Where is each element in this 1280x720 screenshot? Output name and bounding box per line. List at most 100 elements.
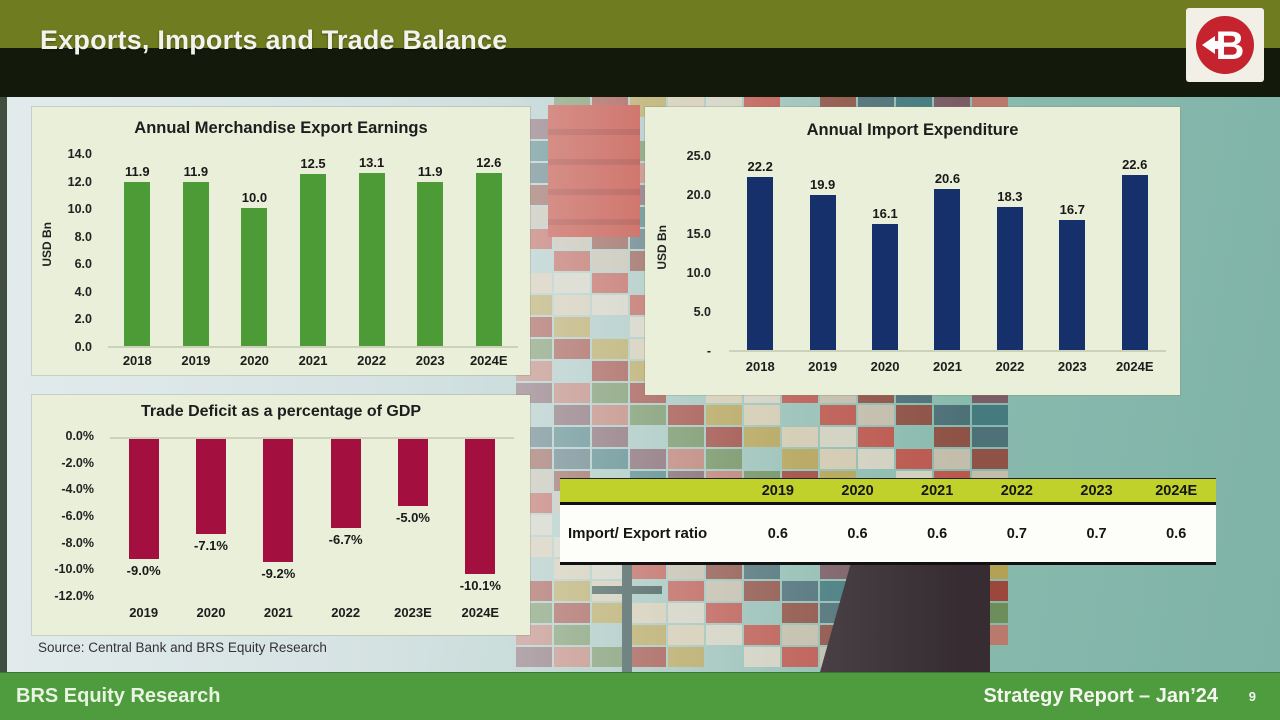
table-header-cell: 2022 xyxy=(1000,482,1033,499)
bar-value-label: 12.5 xyxy=(300,155,326,171)
bar-value-label: 11.9 xyxy=(124,163,150,179)
x-axis-label: 2024E xyxy=(461,605,500,620)
y-tick-label: 8.0 xyxy=(74,229,92,244)
table-value-cell: 0.6 xyxy=(927,525,948,542)
bar-value-label: -10.1% xyxy=(459,577,501,593)
bar-value-label: 18.3 xyxy=(997,189,1023,205)
bar-column: 12.6 xyxy=(459,155,518,346)
bar-value-label: 11.9 xyxy=(417,163,443,179)
x-axis-label: 2023E xyxy=(394,605,432,620)
chart-title: Annual Merchandise Export Earnings xyxy=(134,119,428,137)
bar-column: 18.3 xyxy=(979,157,1041,350)
x-axis-label: 2019 xyxy=(181,353,211,368)
bar-column: 10.0 xyxy=(225,155,284,346)
x-axis-label: 2021 xyxy=(263,605,293,620)
bar xyxy=(934,189,961,350)
bar-column: -9.0% xyxy=(110,439,177,597)
bar-value-label: -9.0% xyxy=(126,563,161,578)
y-tick-label: -12.0% xyxy=(54,589,94,603)
y-tick-label: 0.0 xyxy=(74,340,92,354)
table-header-cell: 2024E xyxy=(1155,482,1198,499)
bar-value-label: 19.9 xyxy=(809,176,836,192)
bar xyxy=(330,439,361,529)
trade-deficit-chart: Trade Deficit as a percentage of GDP 0.0… xyxy=(32,395,530,635)
page-number: 9 xyxy=(1248,689,1256,704)
photo-left-edge xyxy=(0,97,7,672)
bar-value-label: 22.2 xyxy=(747,158,773,174)
bar-column: 22.2 xyxy=(729,157,791,350)
bar-value-label: 20.6 xyxy=(934,171,961,187)
plot-area: 22.2 19.9 16.1 20.6 18.3 16.7 22.6 xyxy=(729,157,1166,352)
x-axis-label: 2022 xyxy=(357,353,387,368)
x-axis-label: 2024E xyxy=(1115,359,1154,374)
y-tick-label: 2.0 xyxy=(74,312,92,327)
bar-value-label: 16.7 xyxy=(1059,201,1085,217)
bar xyxy=(124,181,151,346)
x-axis-label: 2020 xyxy=(239,353,269,368)
bar-value-label: 16.1 xyxy=(872,206,898,222)
bar-column: 11.9 xyxy=(401,155,460,346)
bar-column: 12.5 xyxy=(284,155,343,346)
bar-value-label: -6.7% xyxy=(328,532,363,548)
table-header-cell: 2020 xyxy=(841,482,874,499)
x-axis-label: 2023 xyxy=(415,353,445,368)
y-tick-label: 10.0 xyxy=(67,202,92,217)
bar xyxy=(747,176,774,350)
y-tick-label: -10.0% xyxy=(54,562,94,577)
y-tick-label: -8.0% xyxy=(61,535,94,550)
bar xyxy=(809,194,836,350)
footer-brand: BRS Equity Research xyxy=(16,685,221,707)
x-axis-label: 2021 xyxy=(933,359,962,374)
x-axis-label: 2018 xyxy=(122,353,152,368)
table-row: Import/ Export ratio 0.6 0.6 0.6 0.7 0.7 0.6 xyxy=(560,505,1216,562)
bar-column: -9.2% xyxy=(245,439,312,597)
page-title: Exports, Imports and Trade Balance xyxy=(40,25,508,55)
bar-column: 16.1 xyxy=(854,157,916,350)
bar-value-label: -5.0% xyxy=(395,509,430,525)
table-row-label: Import/ Export ratio xyxy=(568,525,708,542)
y-axis-ticks: 25.0 20.0 15.0 10.0 5.0 - xyxy=(661,149,717,358)
table-header-cell xyxy=(560,479,738,502)
logo-left-arrow-icon xyxy=(1202,36,1224,54)
bar-value-label: 11.9 xyxy=(183,163,209,179)
bar-column: 11.9 xyxy=(167,155,226,346)
x-axis-label: 2018 xyxy=(745,359,775,374)
x-axis-label: 2021 xyxy=(298,353,328,368)
bar-column: 22.6 xyxy=(1104,157,1166,350)
y-tick-label: 12.0 xyxy=(67,174,92,189)
x-axis-labels: 2018 2019 2020 2021 2022 2023 2024E xyxy=(108,353,518,368)
x-axis-label: 2020 xyxy=(196,605,226,620)
x-axis-label: 2023 xyxy=(1057,359,1087,374)
x-axis-label: 2022 xyxy=(331,605,361,620)
chart-title: Trade Deficit as a percentage of GDP xyxy=(140,403,422,420)
chart-title: Annual Import Expenditure xyxy=(806,121,1019,139)
footer-bar: BRS Equity Research Strategy Report – Ja… xyxy=(0,672,1280,720)
x-axis-labels: 2019 2020 2021 2022 2023E 2024E xyxy=(110,605,514,620)
y-tick-label: -4.0% xyxy=(61,482,94,497)
x-axis-label: 2022 xyxy=(995,359,1025,374)
bar xyxy=(182,181,209,346)
bar-column: -5.0% xyxy=(379,439,446,597)
bar xyxy=(263,439,294,562)
table-header-row: 2019 2020 2021 2022 2023 2024E xyxy=(560,478,1216,505)
title-bar: Exports, Imports and Trade Balance B xyxy=(0,0,1280,97)
bar xyxy=(1121,175,1148,350)
table-header-cell: 2019 xyxy=(761,482,794,499)
y-tick-label: -6.0% xyxy=(61,509,94,523)
brs-logo-icon: B xyxy=(1196,16,1254,74)
y-tick-label: 10.0 xyxy=(686,266,711,280)
y-tick-label: 0.0% xyxy=(65,429,95,443)
bar xyxy=(241,208,268,346)
y-tick-label: 5.0 xyxy=(693,305,711,319)
import-export-ratio-table: 2019 2020 2021 2022 2023 2024E Import/ Export … xyxy=(560,478,1216,565)
bar-column: -10.1% xyxy=(447,439,514,597)
plot-area: -9.0% -7.1% -9.2% -6.7% -5.0% -10.1% xyxy=(110,437,514,597)
bar xyxy=(397,439,428,506)
y-tick-label: 4.0 xyxy=(74,284,92,299)
x-axis-label: 2019 xyxy=(808,359,838,374)
table-header-cell: 2021 xyxy=(921,482,954,499)
bar xyxy=(996,207,1023,350)
y-tick-label: 15.0 xyxy=(686,227,711,241)
y-tick-label: 25.0 xyxy=(686,149,711,163)
